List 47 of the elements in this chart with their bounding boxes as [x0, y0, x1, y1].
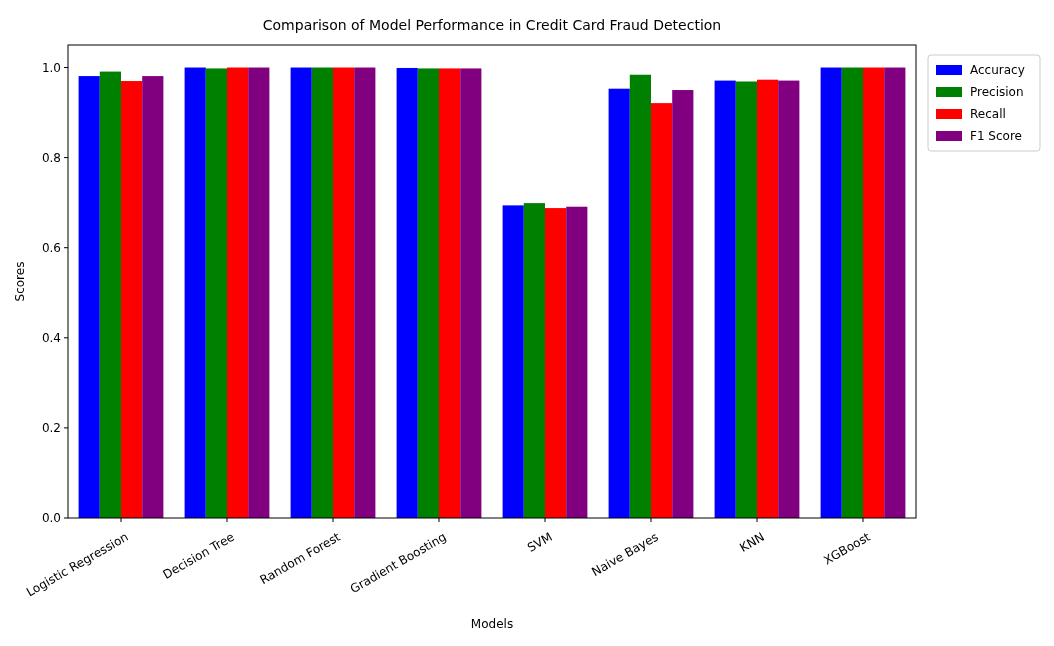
bar [608, 88, 630, 518]
x-tick-label: SVM [525, 529, 555, 555]
bar [735, 81, 757, 518]
y-axis-title: Scores [13, 261, 27, 302]
bar [290, 67, 312, 518]
bar [651, 103, 673, 518]
bar [672, 90, 694, 518]
y-tick-label: 0.8 [41, 150, 61, 165]
bar [121, 81, 143, 518]
chart-title: Comparison of Model Performance in Credit Card Fraud Detection [262, 17, 722, 33]
bar [545, 208, 567, 518]
x-axis-title: Models [470, 617, 514, 631]
bar [629, 74, 651, 518]
bar [460, 68, 482, 518]
bar [248, 67, 270, 518]
bar [205, 68, 227, 518]
bar [841, 67, 863, 518]
bar [142, 76, 164, 518]
bar [757, 79, 779, 518]
bar [863, 67, 885, 518]
bar [884, 67, 906, 518]
bar [311, 67, 333, 518]
y-tick-label: 0.6 [41, 240, 61, 255]
bar [417, 68, 439, 518]
bar [354, 67, 376, 518]
bar [439, 68, 461, 518]
legend-label: F1 Score [970, 129, 1022, 144]
bar [333, 67, 355, 518]
bar [99, 71, 121, 518]
y-tick-label: 0.4 [41, 331, 61, 346]
bar [714, 80, 736, 518]
bar [227, 67, 249, 518]
bar [523, 203, 545, 518]
legend-label: Accuracy [970, 63, 1025, 78]
bar [778, 80, 800, 518]
x-tick-label: KNN [737, 529, 767, 555]
legend-label: Recall [970, 107, 1006, 122]
y-tick-label: 0.0 [41, 511, 61, 526]
y-tick-label: 1.0 [41, 60, 61, 75]
bar [566, 206, 588, 518]
bar [820, 67, 842, 518]
legend-label: Precision [970, 85, 1024, 100]
bar [78, 76, 100, 518]
bar [502, 205, 524, 518]
bar [396, 67, 418, 518]
bar [184, 67, 206, 518]
y-tick-label: 0.2 [41, 421, 61, 436]
